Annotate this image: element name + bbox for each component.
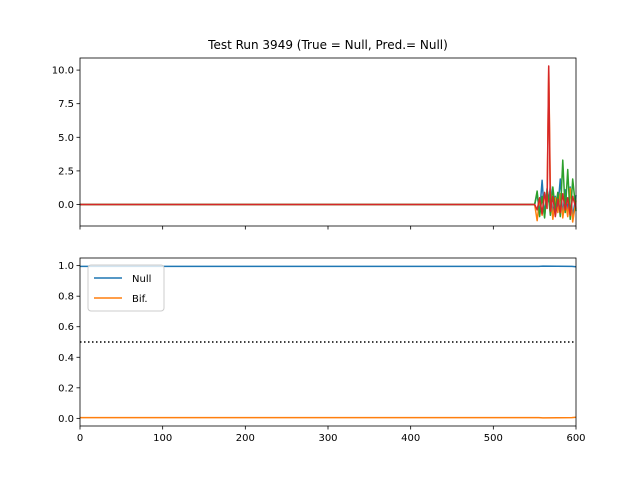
top-series-line-1 xyxy=(80,66,577,223)
top-series-line-2 xyxy=(80,159,577,221)
bottom-y-axis: 0.0 0.2 0.4 0.6 0.8 1.0 xyxy=(58,261,80,425)
top-x-axis xyxy=(79,226,577,230)
top-ytick-label: 0.0 xyxy=(58,200,74,211)
top-series-line-3 xyxy=(80,65,577,218)
top-axes-frame xyxy=(79,57,577,227)
top-series-line-0 xyxy=(80,178,577,218)
top-ytick-label: 5.0 xyxy=(58,133,74,144)
bottom-xtick-label: 200 xyxy=(236,433,255,444)
bottom-plot-area xyxy=(80,265,577,419)
bottom-series-line-bif xyxy=(80,416,577,419)
legend: Null Bif. xyxy=(87,264,165,312)
bottom-ytick-label: 0.4 xyxy=(58,353,74,364)
bottom-xtick-label: 600 xyxy=(566,433,585,444)
top-ytick-label: 10.0 xyxy=(52,66,74,77)
bottom-series-line-null xyxy=(80,265,577,268)
bottom-ytick-label: 1.0 xyxy=(58,261,74,272)
legend-label-bif: Bif. xyxy=(132,294,148,305)
bottom-x-axis: 0 100 200 300 400 500 600 xyxy=(77,426,586,444)
legend-box xyxy=(87,264,165,312)
bottom-xtick-label: 0 xyxy=(77,433,83,444)
bottom-ytick-label: 0.8 xyxy=(58,292,74,303)
top-y-axis: 0.0 2.5 5.0 7.5 10.0 xyxy=(52,66,80,211)
top-chart-title: Test Run 3949 (True = Null, Pred.= Null) xyxy=(207,38,448,52)
bottom-ytick-label: 0.6 xyxy=(58,322,74,333)
bottom-ytick-label: 0.2 xyxy=(58,383,74,394)
bottom-ytick-label: 0.0 xyxy=(58,414,74,425)
bottom-xtick-label: 300 xyxy=(318,433,337,444)
legend-label-null: Null xyxy=(132,274,151,285)
top-subplot: Test Run 3949 (True = Null, Pred.= Null)… xyxy=(52,38,577,230)
bottom-xtick-label: 500 xyxy=(484,433,503,444)
top-ytick-label: 7.5 xyxy=(58,99,74,110)
bottom-xtick-label: 400 xyxy=(401,433,420,444)
top-plot-area xyxy=(80,65,577,223)
bottom-xtick-label: 100 xyxy=(153,433,172,444)
bottom-axes-frame xyxy=(79,257,577,427)
bottom-subplot: 0.0 0.2 0.4 0.6 0.8 1.0 0 100 200 300 400 500 600 N… xyxy=(58,257,586,444)
top-ytick-label: 2.5 xyxy=(58,166,74,177)
